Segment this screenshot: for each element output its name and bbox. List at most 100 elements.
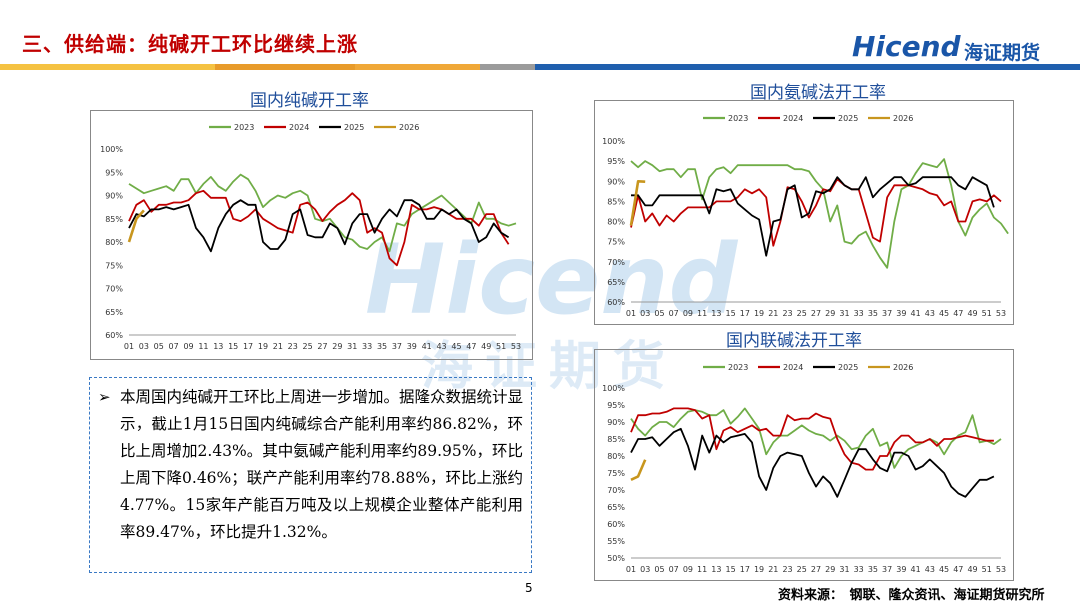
y-tick-label: 65% (105, 308, 123, 317)
logo-text-en: Hicend (852, 30, 961, 63)
x-tick-label: 53 (511, 342, 521, 351)
y-tick-label: 90% (607, 177, 625, 186)
x-tick-label: 09 (183, 342, 193, 351)
x-tick-label: 25 (797, 309, 807, 318)
x-tick-label: 49 (967, 309, 977, 318)
bullet-arrow-icon: ➢ (98, 388, 111, 406)
x-tick-label: 51 (982, 309, 992, 318)
x-tick-label: 11 (198, 342, 208, 351)
legend-label-2026: 2026 (893, 114, 913, 123)
chart-svg: 50% 55% 60% 65% 70% 75% 80% 85% 90% 95% 100% 01 03 05… (602, 363, 1006, 574)
x-tick-label: 33 (854, 309, 864, 318)
chart-joint-soda-operating-rate: 50% 55% 60% 65% 70% 75% 80% 85% 90% 95% 100% 01 03 05… (594, 349, 1014, 581)
x-tick-label: 39 (896, 565, 906, 574)
x-tick-label: 39 (896, 309, 906, 318)
series-line-2026 (629, 180, 646, 226)
x-tick-label: 47 (953, 309, 963, 318)
x-tick-label: 49 (967, 565, 977, 574)
chart-soda-ash-operating-rate: 60% 65% 70% 75% 80% 85% 90% 95% 100% 01 03 05 07 09 11… (90, 110, 533, 360)
y-tick-label: 70% (105, 285, 123, 294)
x-tick-label: 09 (683, 309, 693, 318)
y-tick-label: 80% (607, 218, 625, 227)
x-tick-label: 37 (882, 309, 892, 318)
summary-text: 本周国内纯碱开工环比上周进一步增加。据隆众数据统计显示，截止1月15日国内纯碱综… (120, 388, 524, 541)
slide-title: 三、供给端：纯碱开工环比继续上涨 (22, 32, 358, 56)
x-tick-label: 31 (839, 309, 849, 318)
y-tick-label: 80% (607, 452, 625, 461)
legend-label-2025: 2025 (838, 114, 858, 123)
series-line-2024 (630, 407, 994, 471)
y-tick-label: 100% (100, 145, 123, 154)
y-tick-label: 75% (607, 238, 625, 247)
x-tick-label: 21 (273, 342, 283, 351)
x-tick-label: 33 (854, 565, 864, 574)
x-tick-label: 35 (868, 309, 878, 318)
x-tick-label: 41 (911, 309, 921, 318)
y-tick-label: 100% (602, 137, 625, 146)
x-tick-label: 13 (213, 342, 223, 351)
x-tick-label: 23 (288, 342, 298, 351)
x-tick-label: 27 (811, 309, 821, 318)
series-line-2025 (631, 176, 995, 257)
x-tick-label: 15 (726, 309, 736, 318)
x-tick-label: 31 (839, 565, 849, 574)
x-tick-label: 21 (768, 565, 778, 574)
x-tick-label: 51 (982, 565, 992, 574)
x-tick-label: 17 (243, 342, 253, 351)
chart-svg: 60% 65% 70% 75% 80% 85% 90% 95% 100% 01 03 05 07 09 11… (602, 114, 1009, 318)
x-tick-label: 47 (466, 342, 476, 351)
x-tick-label: 53 (996, 565, 1006, 574)
x-tick-label: 45 (451, 342, 461, 351)
x-tick-label: 41 (422, 342, 432, 351)
x-tick-label: 41 (911, 565, 921, 574)
x-tick-label: 07 (669, 565, 679, 574)
series-line-2024 (128, 189, 510, 267)
x-tick-label: 05 (654, 309, 664, 318)
x-tick-label: 29 (332, 342, 342, 351)
x-tick-label: 35 (377, 342, 387, 351)
x-tick-label: 45 (939, 309, 949, 318)
series-line-2025 (128, 199, 510, 253)
legend-label-2024: 2024 (783, 363, 803, 372)
x-tick-label: 27 (811, 565, 821, 574)
x-tick-label: 27 (317, 342, 327, 351)
x-tick-label: 09 (683, 565, 693, 574)
x-tick-label: 23 (782, 309, 792, 318)
y-tick-label: 70% (607, 486, 625, 495)
y-tick-label: 80% (105, 238, 123, 247)
data-source: 资料来源： 钢联、隆众资讯、海证期货研究所 (778, 588, 1045, 603)
x-tick-label: 03 (640, 309, 650, 318)
x-tick-label: 53 (996, 309, 1006, 318)
x-tick-label: 01 (626, 309, 636, 318)
x-tick-label: 25 (303, 342, 313, 351)
series-line-2025 (630, 427, 995, 498)
y-tick-label: 55% (607, 537, 625, 546)
y-tick-label: 60% (105, 331, 123, 340)
x-tick-label: 17 (740, 309, 750, 318)
series-line-2023 (630, 407, 1002, 469)
x-tick-label: 01 (626, 565, 636, 574)
x-tick-label: 39 (407, 342, 417, 351)
x-tick-label: 13 (711, 565, 721, 574)
page-number: 5 (525, 581, 533, 595)
x-tick-label: 07 (669, 309, 679, 318)
legend-label-2023: 2023 (728, 114, 748, 123)
legend-label-2026: 2026 (399, 123, 419, 132)
legend-label-2026: 2026 (893, 363, 913, 372)
legend-label-2024: 2024 (783, 114, 803, 123)
chart-title-ammonia-soda: 国内氨碱法开工率 (750, 83, 886, 103)
y-tick-label: 90% (105, 192, 123, 201)
x-tick-label: 05 (154, 342, 164, 351)
x-tick-label: 43 (925, 565, 935, 574)
y-tick-label: 95% (607, 401, 625, 410)
series-line-2024 (630, 178, 1002, 247)
chart-ammonia-soda-operating-rate: 60% 65% 70% 75% 80% 85% 90% 95% 100% 01 03 05 07 09 11… (594, 100, 1014, 325)
x-tick-label: 07 (169, 342, 179, 351)
x-tick-label: 31 (347, 342, 357, 351)
chart-title-joint-soda: 国内联碱法开工率 (726, 331, 862, 351)
x-tick-label: 51 (496, 342, 506, 351)
x-tick-label: 19 (754, 309, 764, 318)
y-tick-label: 75% (607, 469, 625, 478)
x-tick-label: 47 (953, 565, 963, 574)
y-tick-label: 85% (105, 215, 123, 224)
